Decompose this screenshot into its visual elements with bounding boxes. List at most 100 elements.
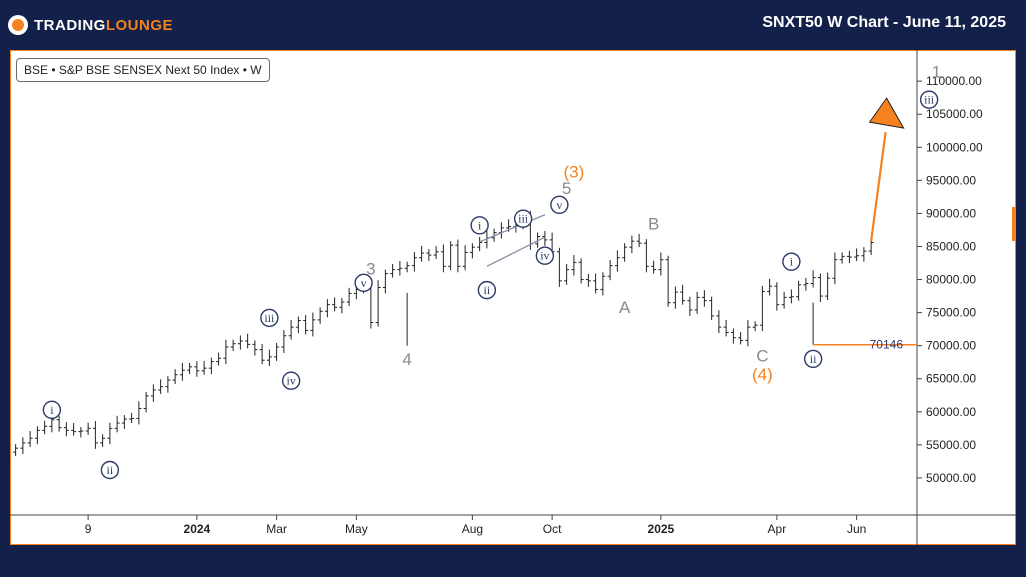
x-tick-label: Mar [266, 522, 287, 536]
ohlc-bar [78, 427, 84, 438]
ohlc-bar [288, 319, 294, 340]
ohlc-bar [629, 235, 635, 254]
wave-label: iv [286, 374, 295, 388]
y-tick-label: 65000.00 [926, 372, 976, 386]
ohlc-bar [846, 250, 852, 264]
wave-label-circle [513, 209, 533, 228]
ohlc-bar [274, 343, 280, 361]
tradinglounge-logo: TRADINGLOUNGE [8, 12, 173, 38]
ohlc-bar [462, 245, 468, 271]
ohlc-bar [165, 376, 171, 393]
ohlc-bar [13, 444, 19, 457]
wave-label-circle [803, 349, 823, 369]
ohlc-bar [223, 339, 229, 365]
ohlc-bar [136, 401, 142, 425]
wave-label-circle [100, 460, 120, 480]
ohlc-bar [158, 379, 164, 394]
logo-prefix: TRADING [34, 16, 106, 34]
wave-label-circle [260, 308, 279, 328]
ohlc-bar [788, 289, 794, 304]
ohlc-bar [42, 420, 48, 435]
x-tick-label: Oct [543, 522, 562, 536]
wave-label: i [790, 255, 794, 269]
ohlc-bar [339, 298, 345, 314]
ohlc-bar [854, 248, 860, 262]
ohlc-bar [585, 273, 591, 287]
ohlc-bar [723, 319, 729, 337]
wave-label: iii [264, 311, 275, 325]
ohlc-bar [252, 340, 258, 356]
y-tick-label: 70000.00 [926, 339, 976, 353]
ohlc-bar [564, 263, 570, 285]
wave-label-circle [354, 273, 373, 293]
ohlc-bar [34, 426, 40, 445]
wave-label: ii [107, 463, 114, 477]
wave-label: i [478, 218, 482, 232]
ohlc-bar [129, 412, 135, 424]
wave-label: 1 [932, 63, 941, 82]
ohlc-bar [150, 384, 156, 402]
wave-label: B [648, 215, 659, 234]
x-tick-label: 2024 [184, 522, 211, 536]
wave-label: iii [924, 93, 935, 107]
y-tick-label: 80000.00 [926, 273, 976, 287]
x-tick-label: 9 [85, 522, 92, 536]
ohlc-bar [92, 421, 98, 449]
edge-marker [1012, 207, 1015, 241]
wave-label: ii [810, 352, 817, 366]
ohlc-bar [614, 250, 620, 272]
y-tick-label: 60000.00 [926, 405, 976, 419]
logo-icon [8, 15, 28, 35]
ohlc-bar [701, 290, 707, 307]
ohlc-bar [426, 249, 432, 262]
symbol-legend[interactable]: BSE • S&P BSE SENSEX Next 50 Index • W [16, 58, 270, 82]
header-bar: TRADINGLOUNGE SNXT50 W Chart - June 11, … [0, 0, 1026, 48]
ohlc-bar [600, 272, 606, 296]
ohlc-bar [651, 260, 657, 274]
wave-label: 3 [366, 260, 375, 279]
wave-label-circle [550, 195, 569, 215]
ohlc-bar [107, 422, 113, 445]
ohlc-bar [317, 307, 323, 324]
price-chart[interactable]: 50000.00 55000.00 60000.00 65000.00 70000.00… [10, 50, 1016, 545]
ohlc-bar [774, 282, 780, 311]
chart-area[interactable] [10, 50, 1016, 545]
ohlc-bar [730, 328, 736, 344]
ohlc-bar [477, 236, 483, 252]
wave-label: A [619, 298, 631, 317]
ohlc-bar [208, 357, 214, 375]
wave-label-circle [919, 90, 939, 109]
wave-label-circle [281, 371, 301, 390]
ohlc-bar [810, 270, 816, 288]
ohlc-bar [303, 314, 309, 335]
y-tick-label: 100000.00 [926, 140, 983, 154]
wave-label: iv [540, 249, 549, 263]
ohlc-bar [832, 252, 838, 285]
ohlc-bar [382, 269, 388, 294]
ohlc-bar [201, 360, 207, 375]
ohlc-bar [636, 233, 642, 248]
ohlc-bar [259, 344, 265, 365]
y-tick-label: 90000.00 [926, 206, 976, 220]
ohlc-bar [861, 247, 867, 262]
ohlc-bar [738, 332, 744, 345]
wave-label-circle [42, 400, 62, 420]
ohlc-bar [556, 247, 562, 287]
ohlc-bar [179, 362, 185, 381]
ohlc-bar [397, 261, 403, 276]
wave-label: ii [484, 283, 491, 297]
diagonal-trendline [486, 236, 546, 267]
ohlc-bar [324, 299, 330, 318]
ohlc-bar [230, 339, 236, 351]
y-tick-label: 110000.00 [926, 74, 982, 88]
wave-label: v [361, 276, 367, 290]
y-tick-label: 55000.00 [926, 438, 976, 452]
ohlc-bar [825, 272, 831, 301]
ohlc-bar [216, 352, 222, 366]
ohlc-bar [346, 287, 352, 306]
wave-label-circle [470, 216, 489, 235]
ohlc-bar [332, 297, 338, 312]
logo-text: TRADINGLOUNGE [34, 17, 173, 34]
ohlc-bar [27, 430, 33, 447]
y-tick-label: 95000.00 [926, 173, 976, 187]
